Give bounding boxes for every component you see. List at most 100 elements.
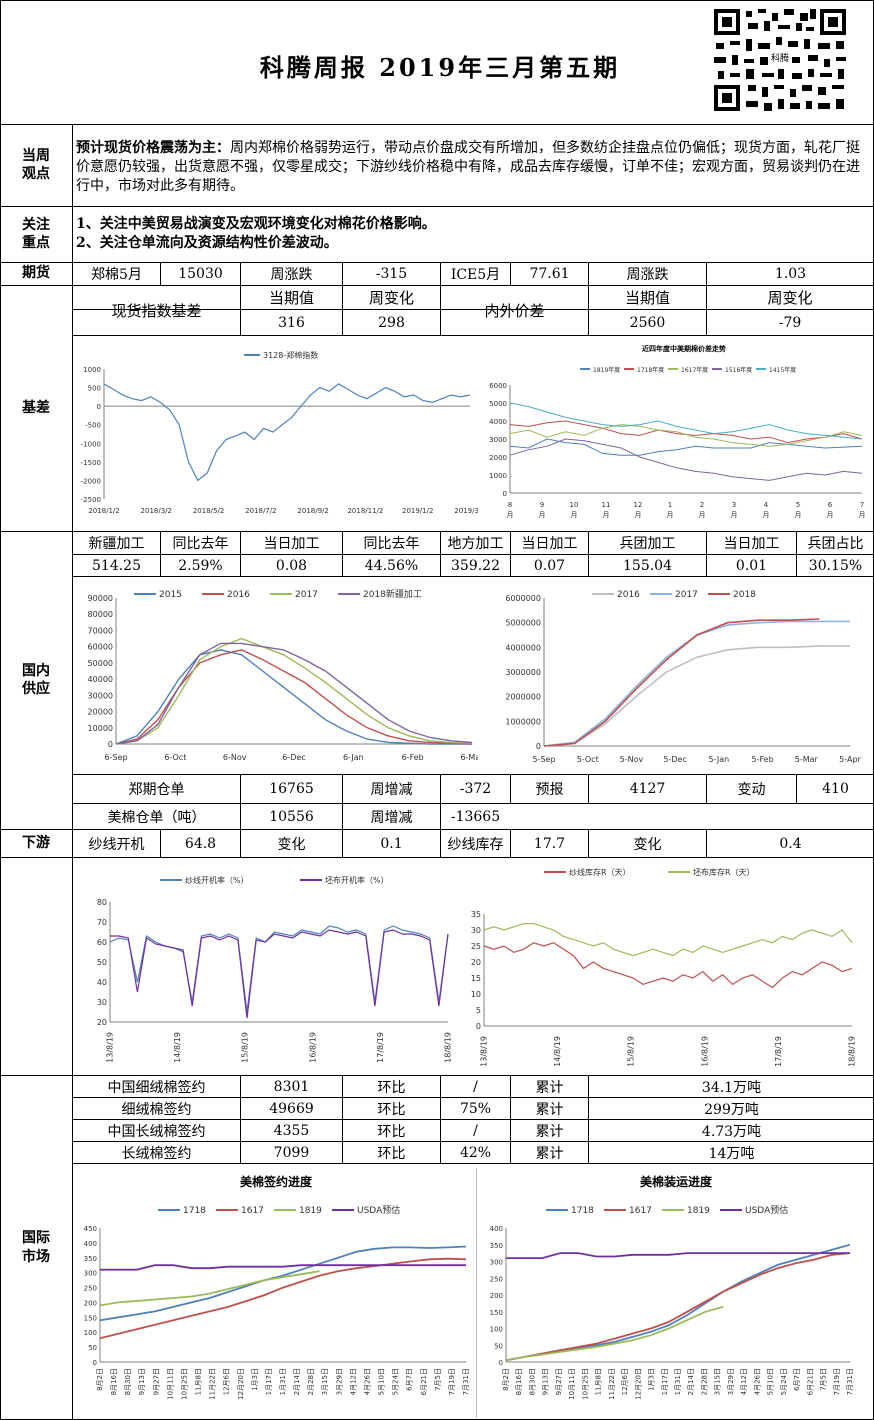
x-tick-label: 月	[539, 511, 546, 519]
x-tick-label: 5-Nov	[620, 755, 644, 764]
proc-header-cell-8: 兵团占比	[807, 536, 864, 552]
series-line-2	[505, 1305, 724, 1362]
x-tick-label: 8月2日	[502, 1368, 510, 1391]
x-tick-label: 1月17日	[265, 1368, 273, 1395]
y-tick-label: 30	[471, 926, 481, 935]
x-tick-label: 17/8/19	[376, 1032, 385, 1063]
y-tick-label: 2000000	[505, 693, 541, 702]
downstream-cell-5: 17.7	[533, 835, 566, 852]
proc-header-cell-0: 新疆加工	[88, 536, 145, 552]
inout-current-header: 当期值	[624, 289, 670, 307]
y-tick-label: 5	[476, 1006, 481, 1015]
y-tick-label: 500	[88, 385, 101, 393]
futures-cell-1: 15030	[178, 266, 223, 282]
series-line-2	[509, 424, 863, 447]
legend-label: USDA预估	[745, 1204, 788, 1216]
warehouse1-cell-3: -372	[459, 781, 492, 797]
x-tick-label: 18/8/19	[848, 1036, 857, 1067]
x-tick-label: 5月10日	[767, 1368, 775, 1395]
x-tick-label: 14/8/19	[173, 1032, 182, 1063]
legend-label: 2018	[733, 590, 756, 600]
y-tick-label: 150	[490, 1309, 503, 1317]
y-tick-label: 70000	[88, 626, 113, 635]
y-tick-label: 5000	[489, 400, 507, 408]
x-tick-label: 16/8/19	[700, 1036, 709, 1067]
legend-label: 1718	[183, 1206, 206, 1216]
warehouse2-cell-0: 美棉仓单（吨）	[107, 809, 206, 826]
x-tick-label: 4月26日	[363, 1368, 371, 1395]
x-tick-label: 11月22日	[209, 1368, 217, 1400]
intl-row0-cell-4: 累计	[535, 1079, 564, 1096]
x-tick-label: 2月14日	[293, 1368, 301, 1395]
y-tick-label: 20000	[88, 708, 113, 717]
series-line-3	[115, 642, 473, 745]
legend-label: 3128-郑棉指数	[263, 350, 318, 360]
x-tick-label: 2019/3/2	[454, 507, 478, 515]
x-tick-label: 12月6日	[223, 1368, 231, 1395]
x-tick-label: 7	[860, 501, 864, 509]
spot-change-header: 周变化	[368, 289, 414, 307]
legend-label: 纱线开机率（%）	[185, 875, 249, 885]
y-tick-label: 10	[471, 990, 481, 999]
futures-cell-5: 77.61	[529, 266, 570, 282]
intl-row3-cell-1: 7099	[273, 1144, 310, 1161]
proc-header-cell-6: 兵团加工	[619, 536, 676, 552]
legend-label: 1718	[571, 1206, 594, 1216]
y-tick-label: 60000	[88, 643, 113, 652]
y-tick-label: 4000	[489, 418, 507, 426]
proc-value-cell-4: 359.22	[451, 557, 500, 574]
x-tick-label: 7月31日	[462, 1368, 470, 1395]
y-tick-label: 0	[108, 740, 113, 749]
series-line-0	[543, 645, 850, 747]
intl-row3-cell-4: 累计	[535, 1145, 564, 1162]
x-tick-label: 2018/1/2	[88, 507, 119, 515]
x-tick-label: 1月17日	[661, 1368, 669, 1395]
x-tick-label: 8月16日	[515, 1368, 523, 1395]
y-tick-label: 100	[84, 1329, 97, 1337]
section-focus: 关注 重点	[22, 216, 50, 251]
x-tick-label: 10	[570, 501, 579, 509]
x-tick-label: 9月27日	[555, 1368, 563, 1395]
x-tick-label: 月	[667, 511, 674, 519]
qr-caption: 科腾	[770, 54, 789, 64]
x-tick-label: 7月19日	[448, 1368, 456, 1395]
proc-header-cell-7: 当日加工	[723, 536, 780, 552]
downstream-cell-1: 64.8	[184, 835, 217, 852]
x-tick-label: 月	[763, 511, 770, 519]
x-tick-label: 11月22日	[608, 1368, 616, 1400]
x-tick-label: 5月24日	[780, 1368, 788, 1395]
y-tick-label: 2000	[489, 454, 507, 462]
x-tick-label: 1月3日	[648, 1368, 656, 1391]
series-line-0	[99, 1245, 467, 1322]
y-tick-label: 250	[490, 1275, 503, 1283]
proc-value-cell-2: 0.08	[275, 557, 308, 574]
x-tick-label: 月	[859, 511, 866, 519]
x-tick-label: 11	[602, 501, 611, 509]
zhengmian-index-basis-chart: 1000 500 0 -500 -1000 -1500 -2000 -2500 2018/1/2…	[81, 350, 478, 515]
x-tick-label: 2	[700, 501, 704, 509]
x-tick-label: 11月8日	[195, 1368, 203, 1395]
y-tick-label: 40000	[88, 675, 113, 684]
legend-label: 1819年度	[593, 366, 620, 374]
y-tick-label: 70	[97, 918, 107, 927]
intl-row1-cell-3: 75%	[459, 1100, 492, 1117]
intl-row2-cell-5: 4.73万吨	[701, 1123, 762, 1140]
x-tick-label: 9	[540, 501, 544, 509]
y-tick-label: 80000	[88, 610, 113, 619]
series-line-2	[115, 637, 473, 745]
x-tick-label: 2018/7/2	[245, 507, 276, 515]
x-tick-label: 10月25日	[180, 1368, 188, 1400]
section-intl: 国际 市场	[22, 1230, 50, 1265]
x-tick-label: 8	[508, 501, 512, 509]
legend-label: 1415年度	[769, 366, 796, 374]
x-tick-label: 6-Mar	[460, 753, 478, 762]
x-tick-label: 5-Apr	[839, 755, 861, 764]
y-tick-label: 0	[97, 403, 101, 411]
warehouse1-cell-1: 16765	[269, 781, 314, 797]
y-tick-label: 250	[84, 1285, 97, 1293]
legend-label: 2015	[159, 590, 182, 600]
x-tick-label: 1月31日	[279, 1368, 287, 1395]
intl-row1-cell-5: 299万吨	[704, 1101, 759, 1118]
downstream-cell-6: 变化	[633, 836, 662, 853]
legend-label: 1617年度	[681, 366, 708, 374]
